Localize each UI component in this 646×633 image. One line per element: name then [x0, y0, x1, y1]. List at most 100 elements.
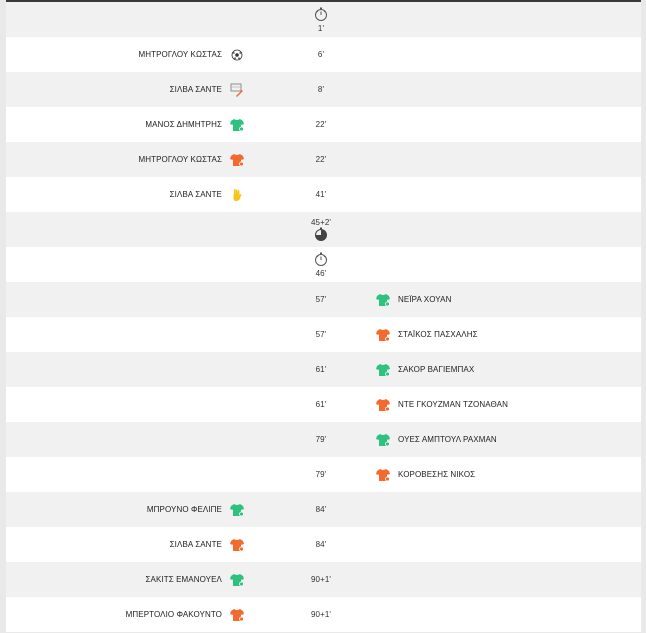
timeline-row: 46' [6, 247, 641, 282]
sub-out-icon [376, 468, 390, 482]
away-event: ΝΕΪΡΑ ΧΟΥΑΝ [376, 282, 451, 317]
minute-label: 57' [315, 330, 327, 339]
home-event: ΜΗΤΡΟΓΛΟΥ ΚΩΣΤΑΣ [138, 37, 244, 72]
timeline-header-bar [6, 0, 641, 2]
timeline-row: ΣΙΛΒΑ ΣΑΝΤΕ 84' [6, 527, 641, 562]
minute-label: 90+1' [310, 610, 332, 619]
minute-label: 79' [315, 435, 327, 444]
sub-in-icon [376, 363, 390, 377]
timeline-row: ΚΟΡΟΒΕΣΗΣ ΝΙΚΟΣ 79' [6, 457, 641, 492]
event-minute: 90+1' [301, 597, 341, 632]
event-minute: 57' [301, 317, 341, 352]
sub-in-icon [376, 293, 390, 307]
event-minute: 61' [301, 387, 341, 422]
event-minute: 6' [301, 37, 341, 72]
minute-label: 90+1' [310, 575, 332, 584]
event-minute: 46' [301, 247, 341, 282]
timeline-row: 1' [6, 2, 641, 37]
timeline-row: ΣΙΛΒΑ ΣΑΝΤΕ 41' [6, 177, 641, 212]
minute-label: 22' [315, 120, 327, 129]
away-event: ΣΤΑΪΚΟΣ ΠΑΣΧΑΛΗΣ [376, 317, 478, 352]
minute-label: 84' [315, 540, 327, 549]
player-name[interactable]: ΣΤΑΪΚΟΣ ΠΑΣΧΑΛΗΣ [398, 330, 478, 339]
timeline-row: ΝΕΪΡΑ ΧΟΥΑΝ 57' [6, 282, 641, 317]
minute-label: 61' [315, 400, 327, 409]
event-minute: 22' [301, 107, 341, 142]
timeline-row: ΣΑΚΟΡ ΒΑΓΙΕΜΠΑΧ 61' [6, 352, 641, 387]
timeline-row: ΝΤΕ ΓΚΟΥΖΜΑΝ ΤΖΟΝΑΘΑΝ 61' [6, 387, 641, 422]
event-minute: 79' [301, 457, 341, 492]
goal-ball-icon [230, 48, 244, 62]
sub-in-icon [230, 503, 244, 517]
player-name[interactable]: ΣΙΛΒΑ ΣΑΝΤΕ [169, 85, 222, 94]
player-name[interactable]: ΣΙΛΒΑ ΣΑΝΤΕ [169, 190, 222, 199]
minute-label: 6' [317, 50, 325, 59]
event-minute: 8' [301, 72, 341, 107]
sub-out-icon [230, 538, 244, 552]
yellow-card-icon [230, 188, 244, 202]
home-event: ΜΗΤΡΟΓΛΟΥ ΚΩΣΤΑΣ [138, 142, 244, 177]
player-name[interactable]: ΟΥΕΣ ΑΜΠΤΟΥΛ ΡΑΧΜΑΝ [398, 435, 497, 444]
minute-label: 22' [315, 155, 327, 164]
minute-label: 45+2' [310, 218, 332, 227]
player-name[interactable]: ΣΙΛΒΑ ΣΑΝΤΕ [169, 540, 222, 549]
sub-in-icon [376, 433, 390, 447]
sub-out-icon [376, 398, 390, 412]
minute-label: 61' [315, 365, 327, 374]
sub-in-icon [230, 573, 244, 587]
home-event: ΜΠΡΟΥΝΟ ΦΕΛΙΠΕ [147, 492, 244, 527]
minute-label: 41' [315, 190, 327, 199]
event-minute: 45+2' [301, 212, 341, 247]
sub-out-icon [230, 608, 244, 622]
player-name[interactable]: ΚΟΡΟΒΕΣΗΣ ΝΙΚΟΣ [398, 470, 476, 479]
event-minute: 90+1' [301, 562, 341, 597]
player-name[interactable]: ΜΠΡΟΥΝΟ ΦΕΛΙΠΕ [146, 505, 222, 514]
timeline-row: ΜΗΤΡΟΓΛΟΥ ΚΩΣΤΑΣ 6' [6, 37, 641, 72]
timeline-row: ΜΑΝΟΣ ΔΗΜΗΤΡΗΣ 22' [6, 107, 641, 142]
event-minute: 84' [301, 492, 341, 527]
timeline-row: ΣΤΑΪΚΟΣ ΠΑΣΧΑΛΗΣ 57' [6, 317, 641, 352]
timeline-row: ΟΥΕΣ ΑΜΠΤΟΥΛ ΡΑΧΜΑΝ 79' [6, 422, 641, 457]
timeline-row: 45+2' [6, 212, 641, 247]
half-time-icon [314, 227, 328, 241]
timeline-row: ΣΑΚΙΤΣ ΕΜΑΝΟΥΕΛ 90+1' [6, 562, 641, 597]
home-event: ΣΙΛΒΑ ΣΑΝΤΕ [170, 527, 244, 562]
event-minute: 22' [301, 142, 341, 177]
home-event: ΣΑΚΙΤΣ ΕΜΑΝΟΥΕΛ [145, 562, 244, 597]
player-name[interactable]: ΜΗΤΡΟΓΛΟΥ ΚΩΣΤΑΣ [138, 50, 222, 59]
timeline-row: ΜΠΕΡΤΟΛΙΟ ΦΑΚΟΥΝΤΟ 90+1' [6, 597, 641, 632]
timeline-row: ΜΗΤΡΟΓΛΟΥ ΚΩΣΤΑΣ 22' [6, 142, 641, 177]
minute-label: 79' [315, 470, 327, 479]
minute-label: 57' [315, 295, 327, 304]
event-minute: 84' [301, 527, 341, 562]
player-name[interactable]: ΣΑΚΟΡ ΒΑΓΙΕΜΠΑΧ [398, 365, 475, 374]
match-timeline: 1' ΜΗΤΡΟΓΛΟΥ ΚΩΣΤΑΣ 6' ΣΙΛΒΑ ΣΑΝΤΕ 8' ΜΑΝΟΣ Δ… [6, 0, 641, 632]
stopwatch-start-icon [314, 252, 328, 266]
event-minute: 61' [301, 352, 341, 387]
player-name[interactable]: ΜΠΕΡΤΟΛΙΟ ΦΑΚΟΥΝΤΟ [125, 610, 222, 619]
home-event: ΜΠΕΡΤΟΛΙΟ ΦΑΚΟΥΝΤΟ [126, 597, 244, 632]
event-minute: 57' [301, 282, 341, 317]
player-name[interactable]: ΝΤΕ ΓΚΟΥΖΜΑΝ ΤΖΟΝΑΘΑΝ [398, 400, 508, 409]
player-name[interactable]: ΣΑΚΙΤΣ ΕΜΑΝΟΥΕΛ [145, 575, 222, 584]
minute-label: 84' [315, 505, 327, 514]
away-event: ΣΑΚΟΡ ΒΑΓΙΕΜΠΑΧ [376, 352, 474, 387]
home-event: ΣΙΛΒΑ ΣΑΝΤΕ [170, 72, 244, 107]
minute-label: 1' [317, 23, 325, 33]
away-event: ΟΥΕΣ ΑΜΠΤΟΥΛ ΡΑΧΜΑΝ [376, 422, 497, 457]
player-name[interactable]: ΜΗΤΡΟΓΛΟΥ ΚΩΣΤΑΣ [138, 155, 222, 164]
minute-label: 46' [315, 268, 327, 278]
assist-icon [230, 83, 244, 97]
player-name[interactable]: ΝΕΪΡΑ ΧΟΥΑΝ [398, 295, 452, 304]
event-minute: 1' [301, 2, 341, 37]
timeline-row: ΜΠΡΟΥΝΟ ΦΕΛΙΠΕ 84' [6, 492, 641, 527]
event-minute: 41' [301, 177, 341, 212]
away-event: ΚΟΡΟΒΕΣΗΣ ΝΙΚΟΣ [376, 457, 475, 492]
home-event: ΣΙΛΒΑ ΣΑΝΤΕ [170, 177, 244, 212]
timeline-rows: 1' ΜΗΤΡΟΓΛΟΥ ΚΩΣΤΑΣ 6' ΣΙΛΒΑ ΣΑΝΤΕ 8' ΜΑΝΟΣ Δ… [6, 2, 641, 632]
player-name[interactable]: ΜΑΝΟΣ ΔΗΜΗΤΡΗΣ [145, 120, 222, 129]
timeline-row: ΣΙΛΒΑ ΣΑΝΤΕ 8' [6, 72, 641, 107]
minute-label: 8' [317, 85, 325, 94]
sub-out-icon [376, 328, 390, 342]
stopwatch-start-icon [314, 7, 328, 21]
